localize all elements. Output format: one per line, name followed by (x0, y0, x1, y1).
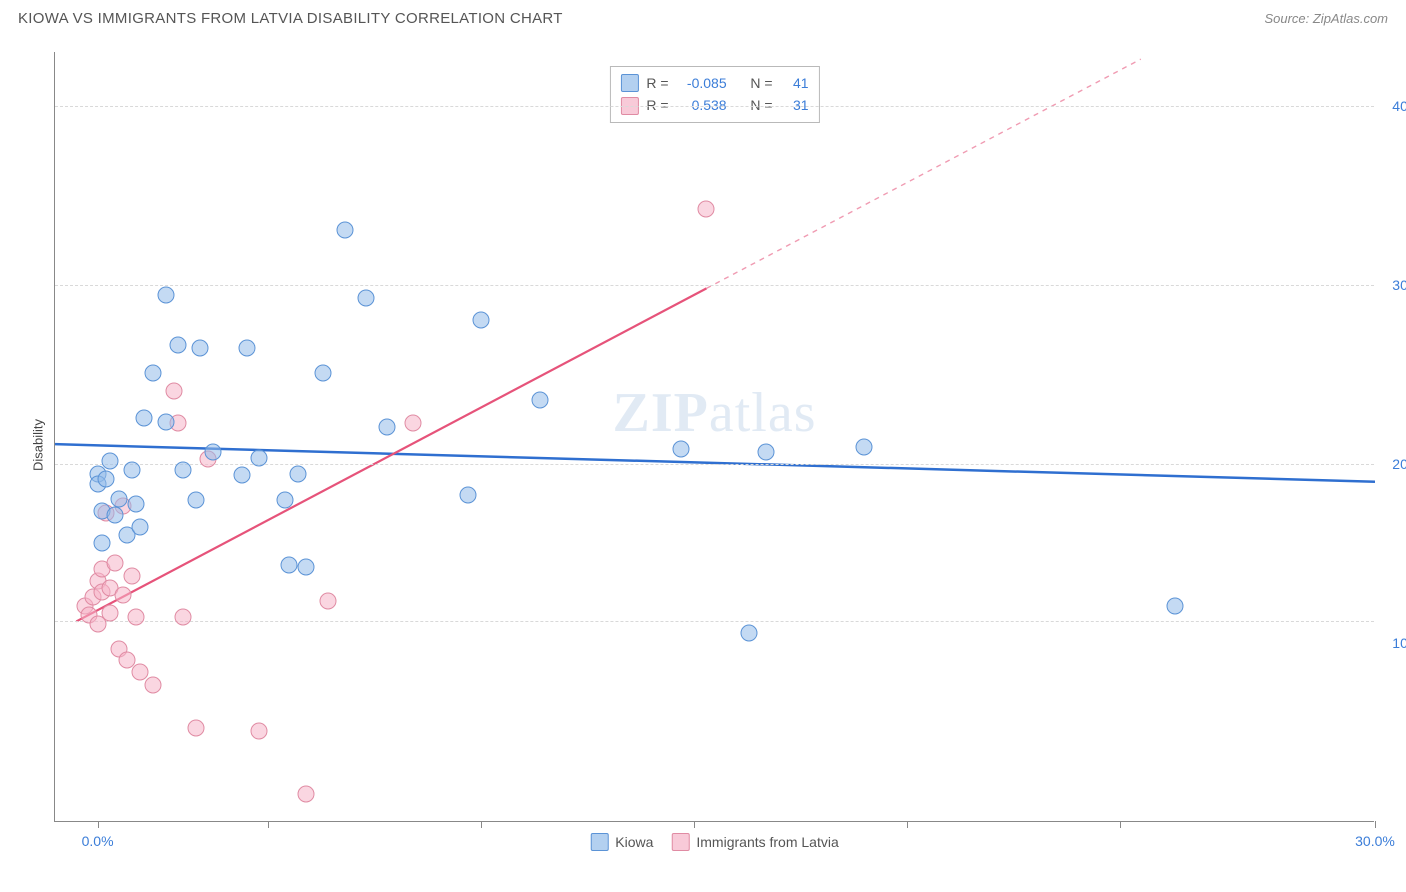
data-point (93, 535, 110, 552)
data-point (166, 383, 183, 400)
data-point (460, 487, 477, 504)
data-point (238, 340, 255, 357)
data-point (532, 392, 549, 409)
legend-label: Immigrants from Latvia (696, 834, 838, 850)
grid-line (55, 621, 1374, 622)
data-point (106, 506, 123, 523)
data-point (110, 490, 127, 507)
data-point (251, 723, 268, 740)
data-point (204, 444, 221, 461)
x-tick-mark (98, 821, 99, 828)
data-point (187, 719, 204, 736)
y-tick-label: 20.0% (1392, 456, 1406, 472)
source-attribution: Source: ZipAtlas.com (1264, 11, 1388, 26)
data-point (144, 676, 161, 693)
legend-label: Kiowa (615, 834, 653, 850)
n-value: 41 (781, 72, 809, 94)
data-point (136, 410, 153, 427)
data-point (289, 465, 306, 482)
x-tick-mark (481, 821, 482, 828)
trend-line (76, 288, 706, 621)
x-tick-mark (1375, 821, 1376, 828)
chart-container: Disability ZIPatlas R = -0.085 N = 41R = 0.… (18, 40, 1388, 850)
data-point (123, 462, 140, 479)
x-tick-mark (1120, 821, 1121, 828)
data-point (379, 419, 396, 436)
r-label: R = (646, 72, 668, 94)
data-point (741, 624, 758, 641)
data-point (336, 222, 353, 239)
data-point (106, 555, 123, 572)
data-point (276, 492, 293, 509)
legend-swatch (671, 833, 689, 851)
data-point (298, 786, 315, 803)
data-point (98, 470, 115, 487)
data-point (115, 587, 132, 604)
data-point (357, 290, 374, 307)
data-point (187, 492, 204, 509)
data-point (298, 558, 315, 575)
data-point (856, 438, 873, 455)
legend-row: R = -0.085 N = 41 (620, 72, 808, 94)
data-point (319, 592, 336, 609)
data-point (698, 200, 715, 217)
x-tick-label: 0.0% (82, 833, 114, 849)
data-point (132, 519, 149, 536)
data-point (1166, 598, 1183, 615)
legend-item: Kiowa (590, 833, 653, 851)
data-point (144, 365, 161, 382)
n-label: N = (750, 72, 772, 94)
x-tick-label: 30.0% (1355, 833, 1395, 849)
data-point (102, 605, 119, 622)
data-point (281, 556, 298, 573)
data-point (234, 467, 251, 484)
y-axis-label: Disability (31, 419, 46, 471)
data-point (472, 311, 489, 328)
y-tick-label: 40.0% (1392, 98, 1406, 114)
data-point (102, 453, 119, 470)
grid-line (55, 285, 1374, 286)
data-point (170, 336, 187, 353)
grid-line (55, 106, 1374, 107)
data-point (315, 365, 332, 382)
data-point (758, 444, 775, 461)
watermark: ZIPatlas (613, 381, 817, 445)
trendlines-svg (55, 52, 1375, 822)
data-point (191, 340, 208, 357)
data-point (174, 608, 191, 625)
legend-item: Immigrants from Latvia (671, 833, 838, 851)
y-tick-label: 10.0% (1392, 635, 1406, 651)
grid-line (55, 464, 1374, 465)
data-point (404, 415, 421, 432)
data-point (251, 449, 268, 466)
y-tick-label: 30.0% (1392, 277, 1406, 293)
plot-area: ZIPatlas R =-0.085 N =41R =0.538 N =31 K… (54, 52, 1374, 822)
data-point (123, 567, 140, 584)
x-tick-mark (907, 821, 908, 828)
series-legend: Kiowa Immigrants from Latvia (590, 833, 839, 851)
data-point (127, 608, 144, 625)
x-tick-mark (694, 821, 695, 828)
chart-title: KIOWA VS IMMIGRANTS FROM LATVIA DISABILI… (18, 10, 563, 27)
correlation-legend: R =-0.085 N =41R =0.538 N =31 (609, 66, 819, 123)
data-point (157, 286, 174, 303)
data-point (672, 440, 689, 457)
data-point (127, 496, 144, 513)
legend-swatch (620, 74, 638, 92)
data-point (157, 413, 174, 430)
data-point (174, 462, 191, 479)
r-value: -0.085 (677, 72, 727, 94)
legend-swatch (590, 833, 608, 851)
x-tick-mark (268, 821, 269, 828)
